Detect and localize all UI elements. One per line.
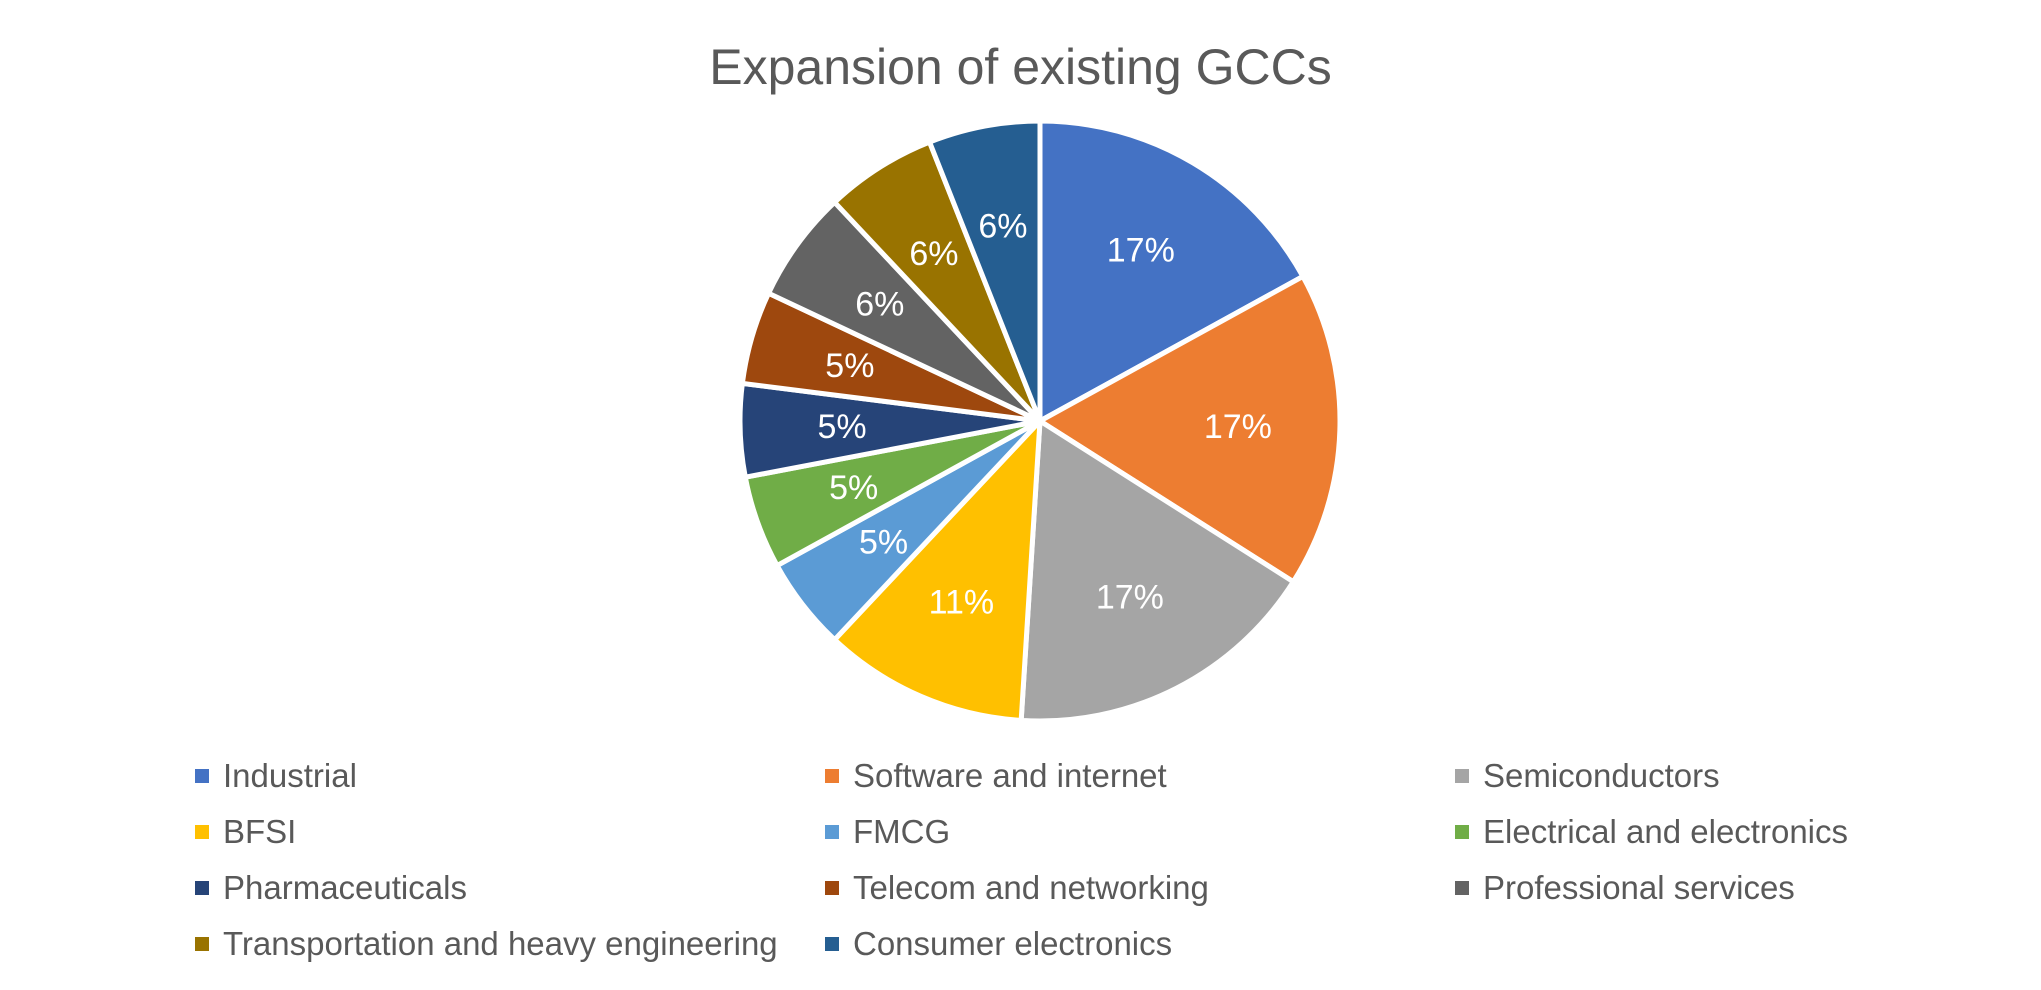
pie-slice-consumer-electronics xyxy=(927,118,1043,424)
legend-label: Professional services xyxy=(1483,869,1795,906)
legend-swatch xyxy=(195,937,209,951)
data-label: 17% xyxy=(1096,578,1164,616)
data-label: 6% xyxy=(909,235,958,273)
legend-item: BFSI xyxy=(195,804,825,860)
pie-slice-industrial xyxy=(1037,118,1306,424)
data-label: 11% xyxy=(929,584,995,622)
legend-item: Semiconductors xyxy=(1455,748,2041,804)
legend-swatch xyxy=(195,825,209,839)
legend-label: Transportation and heavy engineering xyxy=(223,925,778,962)
data-label: 6% xyxy=(855,286,904,324)
legend-swatch xyxy=(195,769,209,783)
pie-slice-software-and-internet xyxy=(1037,273,1343,585)
legend-label: Industrial xyxy=(223,757,357,794)
legend-item: Telecom and networking xyxy=(825,860,1455,916)
data-label: 17% xyxy=(1107,232,1175,270)
legend-swatch xyxy=(825,937,839,951)
legend-label: Semiconductors xyxy=(1483,757,1720,794)
data-label: 5% xyxy=(829,469,878,507)
legend-swatch xyxy=(825,825,839,839)
data-label: 5% xyxy=(818,408,867,446)
legend-label: Software and internet xyxy=(853,757,1167,794)
legend-label: FMCG xyxy=(853,813,951,850)
legend-swatch xyxy=(1455,825,1469,839)
legend-swatch xyxy=(825,881,839,895)
legend-swatch xyxy=(825,769,839,783)
legend-item: Software and internet xyxy=(825,748,1455,804)
legend-item: Consumer electronics xyxy=(825,916,1455,972)
legend-swatch xyxy=(1455,881,1469,895)
data-label: 5% xyxy=(825,347,874,385)
legend-item: Transportation and heavy engineering xyxy=(195,916,825,972)
legend-label: Electrical and electronics xyxy=(1483,813,1848,850)
legend-item: Electrical and electronics xyxy=(1455,804,2041,860)
legend-label: BFSI xyxy=(223,813,297,850)
legend-item: Pharmaceuticals xyxy=(195,860,825,916)
legend-swatch xyxy=(1455,769,1469,783)
legend-swatch xyxy=(195,881,209,895)
legend-item: FMCG xyxy=(825,804,1455,860)
legend-item: Industrial xyxy=(195,748,825,804)
chart-title: Expansion of existing GCCs xyxy=(709,39,1332,95)
legend-label: Pharmaceuticals xyxy=(223,869,467,906)
legend-item: Professional services xyxy=(1455,860,2041,916)
pie-slice-semiconductors xyxy=(1018,418,1296,724)
data-label: 5% xyxy=(859,523,908,561)
legend-label: Consumer electronics xyxy=(853,925,1173,962)
legend: Industrial Software and internet Semicondu… xyxy=(195,748,2041,972)
data-label: 17% xyxy=(1204,408,1272,446)
pie-slice-bfsi xyxy=(832,418,1043,723)
data-label: 6% xyxy=(978,208,1027,246)
legend-label: Telecom and networking xyxy=(853,869,1209,906)
